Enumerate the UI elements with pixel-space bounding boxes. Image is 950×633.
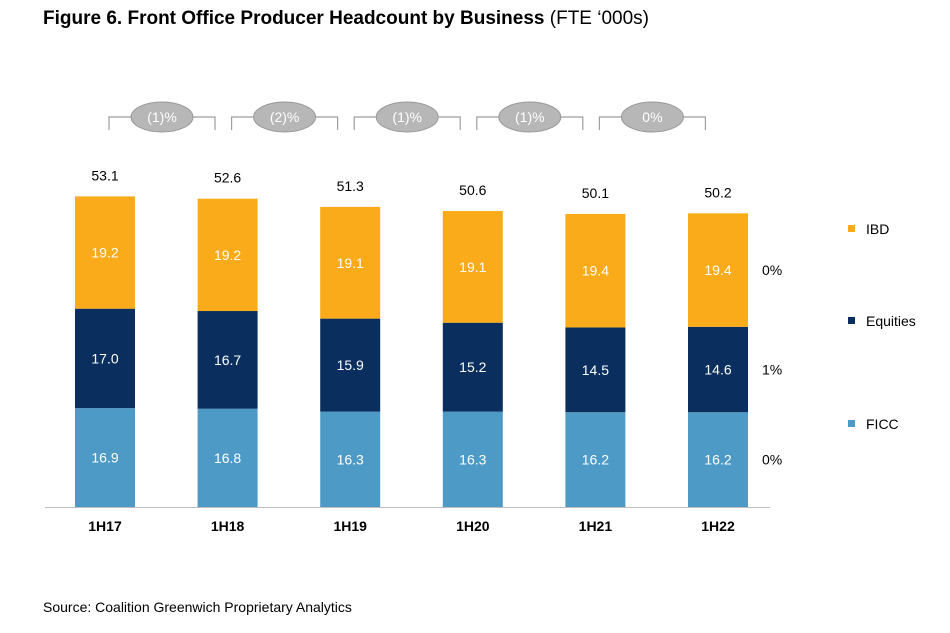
data-label-ficc-1h19: 16.3 [337,451,364,467]
bar-equities-1h22 [688,326,748,413]
change-bubble-5 [620,101,684,133]
change-bubble-4 [498,101,562,133]
bar-ibd-1h22 [688,213,748,327]
series-change-equities: 1% [762,362,782,378]
total-label-1h21: 50.1 [582,185,609,201]
data-label-ficc-1h18: 16.8 [214,450,241,466]
change-bubble-3 [375,101,439,133]
data-label-ibd-1h21: 19.4 [582,263,609,279]
bar-equities-1h19 [320,318,381,412]
data-label-ibd-1h17: 19.2 [91,245,118,261]
data-label-equities-1h21: 14.5 [582,362,609,378]
data-label-equities-1h17: 17.0 [91,350,118,366]
chart-subtitle: (FTE ‘000s) [549,8,650,29]
change-label-4: (1)% [515,109,545,125]
data-label-ibd-1h20: 19.1 [459,259,486,275]
x-tick-label-1h18: 1H18 [211,518,245,534]
bar-ficc-1h17 [75,408,135,507]
x-tick-label-1h20: 1H20 [456,518,490,534]
series-change-ibd: 0% [762,262,782,278]
data-label-equities-1h18: 16.7 [214,352,241,368]
total-label-1h20: 50.6 [459,182,486,198]
total-label-1h22: 50.2 [704,184,731,200]
x-tick-label-1h22: 1H22 [701,518,735,534]
bar-equities-1h17 [75,308,135,409]
chart-title-line: Figure 6. Front Office Producer Headcoun… [43,8,649,30]
data-label-equities-1h22: 14.6 [704,362,731,378]
x-tick-label-1h21: 1H21 [579,518,613,534]
legend-label-equities: Equities [866,313,916,329]
x-tick-label-1h17: 1H17 [88,518,122,534]
bar-equities-1h20 [442,322,503,412]
data-label-ibd-1h19: 19.1 [337,255,364,271]
data-label-ficc-1h22: 16.2 [704,452,731,468]
legend-swatch-ficc [848,420,855,427]
stacked-bar-chart: 16.9 17.0 19.2 53.1 1H17 16.8 16.7 19.2 52.6 1H18… [45,101,916,534]
bar-ficc-1h21 [565,412,626,507]
bar-ficc-1h18 [197,408,258,507]
bar-ficc-1h19 [320,411,381,507]
total-label-1h19: 51.3 [337,178,364,194]
data-label-equities-1h20: 15.2 [459,359,486,375]
bar-equities-1h21 [565,327,626,413]
bar-ibd-1h19 [320,206,381,319]
bar-ficc-1h22 [688,412,748,507]
change-bubble-2 [253,101,317,133]
total-label-1h18: 52.6 [214,170,241,186]
data-label-ficc-1h20: 16.3 [459,451,486,467]
bar-ibd-1h17 [75,196,135,309]
bar-ficc-1h20 [442,411,503,507]
x-tick-label-1h19: 1H19 [333,518,367,534]
data-label-ibd-1h22: 19.4 [704,262,731,278]
change-bubble-1 [130,101,194,133]
data-label-ficc-1h17: 16.9 [91,450,118,466]
legend-swatch-equities [848,317,855,324]
series-change-ficc: 0% [762,452,782,468]
bar-ibd-1h20 [442,210,503,323]
total-label-1h17: 53.1 [91,167,118,183]
data-label-equities-1h19: 15.9 [337,357,364,373]
source-note: Source: Coalition Greenwich Proprietary … [43,599,352,615]
bar-ibd-1h18 [197,198,258,312]
bar-ibd-1h21 [565,213,626,328]
change-label-5: 0% [642,109,662,125]
chart-title: Figure 6. Front Office Producer Headcoun… [43,8,545,29]
change-label-1: (1)% [147,109,177,125]
data-label-ibd-1h18: 19.2 [214,247,241,263]
change-label-3: (1)% [392,109,422,125]
legend-swatch-ibd [848,225,855,232]
legend-label-ibd: IBD [866,221,889,237]
data-label-ficc-1h21: 16.2 [582,452,609,468]
bar-equities-1h18 [197,311,258,409]
legend-label-ficc: FICC [866,416,899,432]
change-label-2: (2)% [270,109,300,125]
